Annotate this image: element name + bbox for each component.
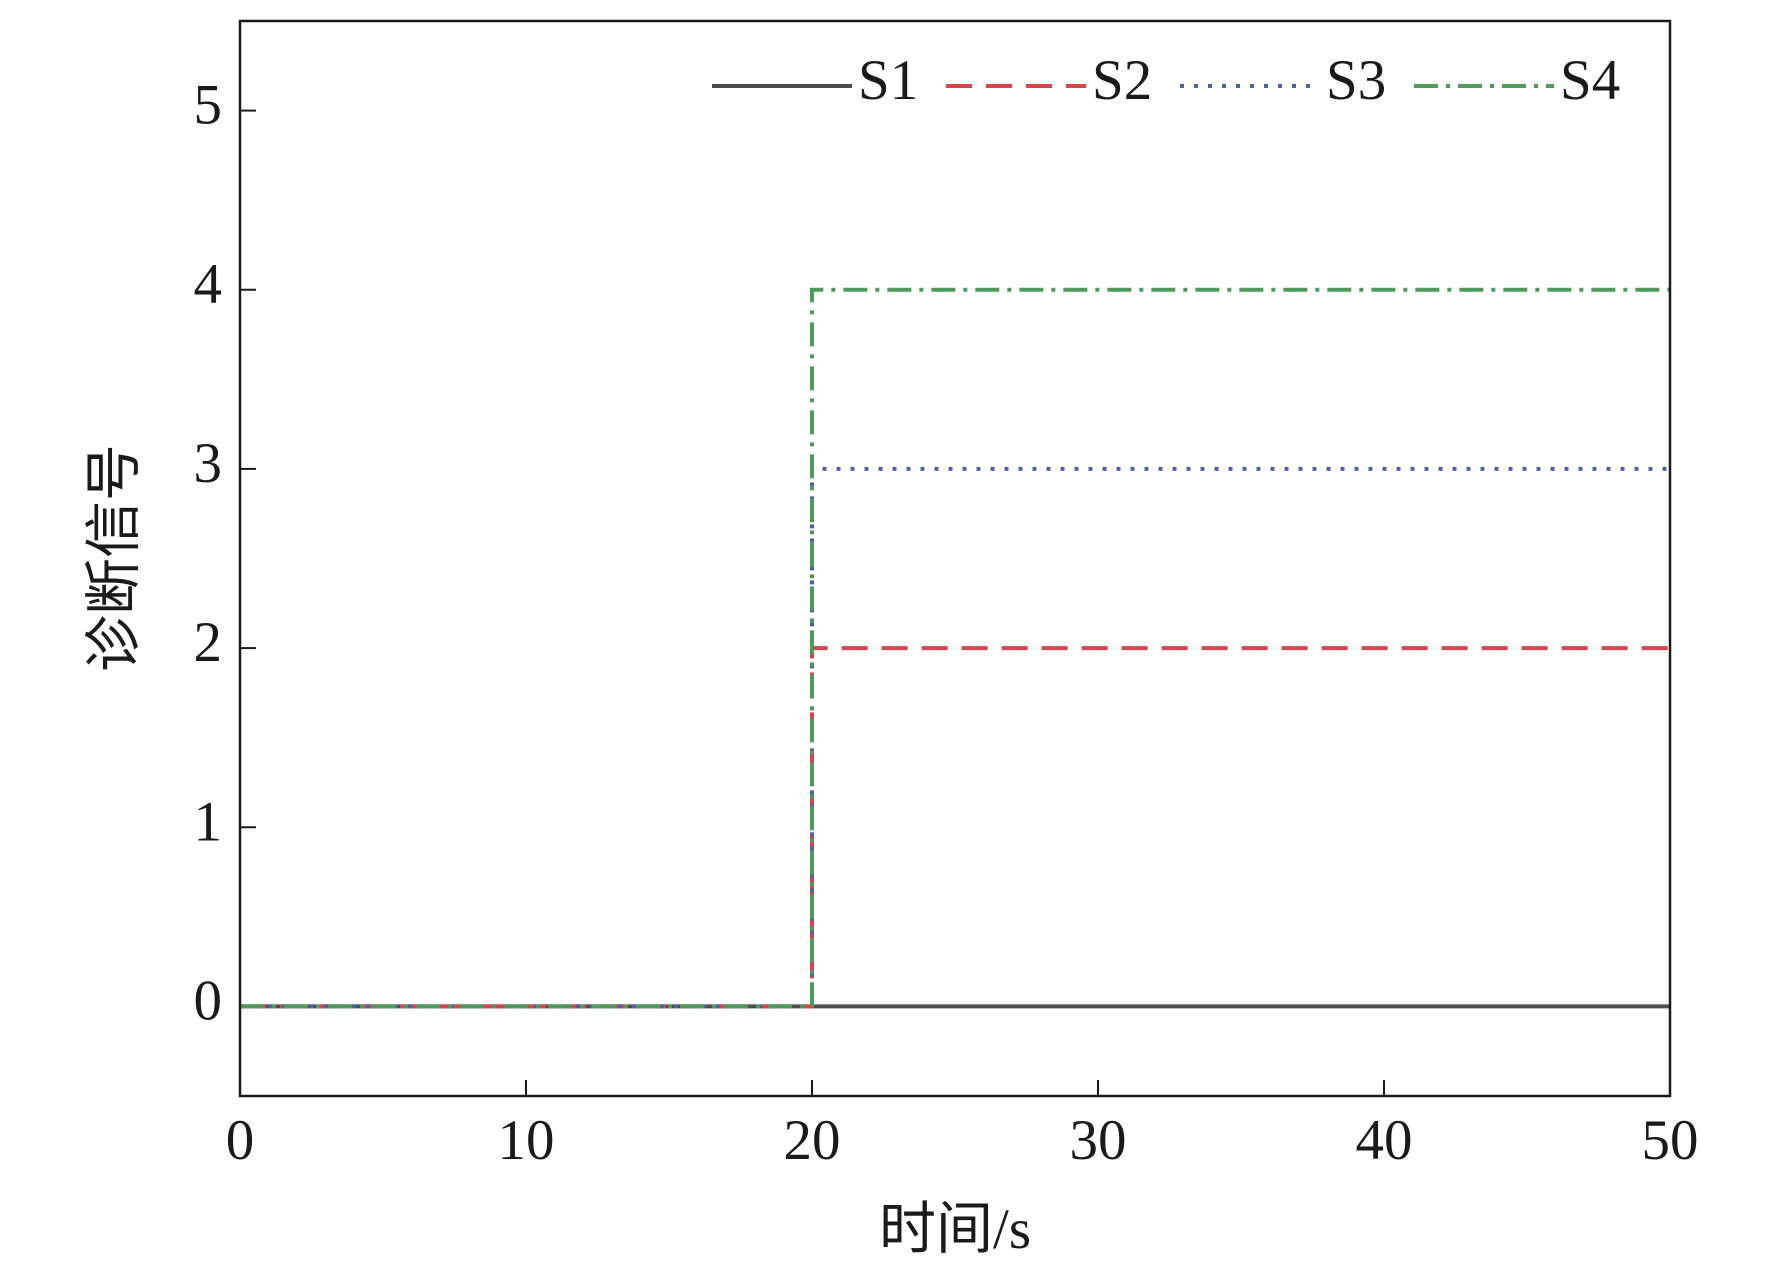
- x-tick-label: 10: [498, 1109, 555, 1172]
- x-tick-label: 20: [784, 1109, 841, 1172]
- x-tick-label: 50: [1642, 1109, 1699, 1172]
- y-tick-label: 1: [194, 790, 223, 853]
- x-tick-label: 30: [1070, 1109, 1127, 1172]
- legend-label: S4: [1560, 49, 1620, 112]
- legend-label: S2: [1092, 49, 1152, 112]
- y-tick-label: 5: [194, 74, 223, 137]
- x-tick-label: 40: [1356, 1109, 1413, 1172]
- series-line: [240, 287, 1670, 1009]
- series-line: [240, 466, 1670, 1009]
- y-tick-label: 2: [194, 611, 223, 674]
- y-tick-label: 3: [194, 432, 223, 495]
- x-axis-label: 时间/s: [879, 1198, 1031, 1261]
- plot-frame: [238, 19, 1672, 1098]
- series-line: [240, 646, 1670, 1009]
- x-tick-label: 0: [226, 1109, 255, 1172]
- y-tick-label: 4: [194, 253, 223, 316]
- legend-label: S1: [858, 49, 918, 112]
- y-axis-label: 诊断信号: [83, 444, 146, 672]
- y-tick-label: 0: [194, 969, 223, 1032]
- legend-label: S3: [1326, 49, 1386, 112]
